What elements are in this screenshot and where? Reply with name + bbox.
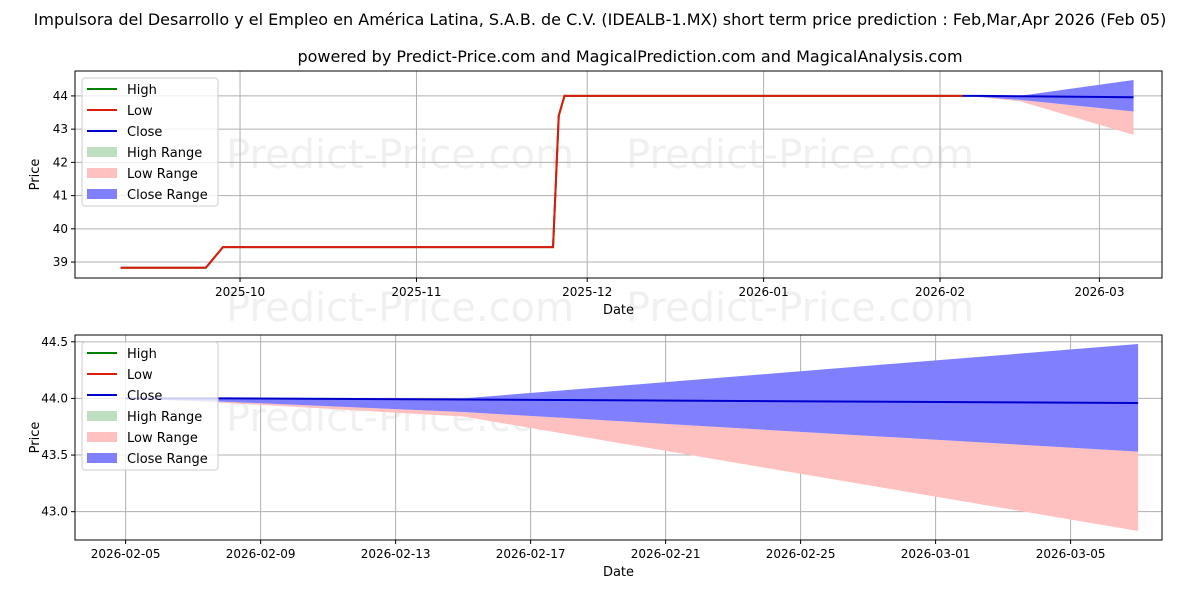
- y-tick-label: 42: [53, 155, 68, 169]
- legend-label: Low: [127, 104, 153, 119]
- legend-swatch-close-range: [87, 453, 117, 463]
- high-line: [120, 94, 963, 269]
- close-forecast-line: [962, 94, 1134, 99]
- legend-label: Close: [127, 389, 162, 404]
- legend-label: High Range: [127, 146, 202, 161]
- legend: High Low Close High Range Low Range Close Ran…: [81, 341, 219, 471]
- y-tick-label: 40: [53, 222, 68, 236]
- y-tick-label: 44: [53, 89, 68, 103]
- y-tick-label: 39: [53, 255, 68, 269]
- bottom-chart: Predict-Price.comPredict-Price.com2026-0…: [28, 334, 1163, 580]
- x-tick-label: 2026-03-05: [1036, 547, 1106, 561]
- y-tick-label: 41: [53, 189, 68, 203]
- legend-label: High: [127, 347, 157, 362]
- legend-swatch-high-range: [87, 147, 117, 157]
- close-range-band: [125, 344, 1139, 452]
- x-tick-label: 2026-02-25: [766, 547, 836, 561]
- y-axis-label: Price: [28, 159, 43, 191]
- legend-label: Low Range: [127, 167, 198, 182]
- y-tick-label: 44.5: [41, 335, 68, 349]
- low-range-band: [962, 95, 1134, 135]
- watermark: Predict-Price.com: [226, 132, 574, 178]
- legend-label: High Range: [127, 410, 202, 425]
- x-tick-label: 2026-02-17: [496, 547, 566, 561]
- legend-label: Close: [127, 125, 162, 140]
- watermark: Predict-Price.com: [626, 132, 974, 178]
- x-tick-label: 2025-10: [215, 285, 265, 299]
- y-axis-label: Price: [28, 422, 43, 454]
- legend-label: Low Range: [127, 431, 198, 446]
- watermark: Predict-Price.com: [226, 285, 574, 331]
- y-tick-label: 43: [53, 122, 68, 136]
- legend-swatch-low-range: [87, 432, 117, 442]
- legend-label: Low: [127, 368, 153, 383]
- legend-label: Close Range: [127, 188, 208, 203]
- legend: High Low Close High Range Low Range Close Ran…: [81, 77, 219, 207]
- low-range-band: [125, 398, 1139, 531]
- y-tick-label: 44.0: [41, 391, 68, 405]
- x-tick-label: 2026-02-21: [631, 547, 701, 561]
- x-tick-label: 2025-12: [562, 285, 612, 299]
- watermark: Predict-Price.com: [626, 285, 974, 331]
- axes-frame: [74, 70, 1163, 279]
- legend-swatch-close-range: [87, 189, 117, 199]
- x-axis-label: Date: [603, 303, 634, 318]
- top-chart: Predict-Price.com Predict-Price.com Predic…: [28, 70, 1163, 331]
- chart-title: Impulsora del Desarrollo y el Empleo en …: [34, 10, 1167, 29]
- x-tick-label: 2026-02-05: [91, 547, 161, 561]
- x-tick-label: 2026-03: [1074, 285, 1124, 299]
- axes-frame: [74, 334, 1163, 541]
- x-tick-label: 2026-03-01: [901, 547, 971, 561]
- legend-swatch-high-range: [87, 411, 117, 421]
- x-axis-label: Date: [603, 565, 634, 580]
- x-tick-label: 2026-02-09: [226, 547, 296, 561]
- legend-label: High: [127, 83, 157, 98]
- legend-label: Close Range: [127, 452, 208, 467]
- x-tick-label: 2025-11: [391, 285, 441, 299]
- plot-area: [120, 79, 1134, 269]
- x-tick-label: 2026-02-13: [361, 547, 431, 561]
- chart-subtitle: powered by Predict-Price.com and Magical…: [297, 47, 962, 66]
- x-tick-label: 2026-02: [915, 285, 965, 299]
- x-tick-label: 2026-01: [739, 285, 789, 299]
- low-line: [120, 94, 963, 269]
- legend-swatch-low-range: [87, 168, 117, 178]
- y-tick-label: 43.5: [41, 448, 68, 462]
- y-tick-label: 43.0: [41, 505, 68, 519]
